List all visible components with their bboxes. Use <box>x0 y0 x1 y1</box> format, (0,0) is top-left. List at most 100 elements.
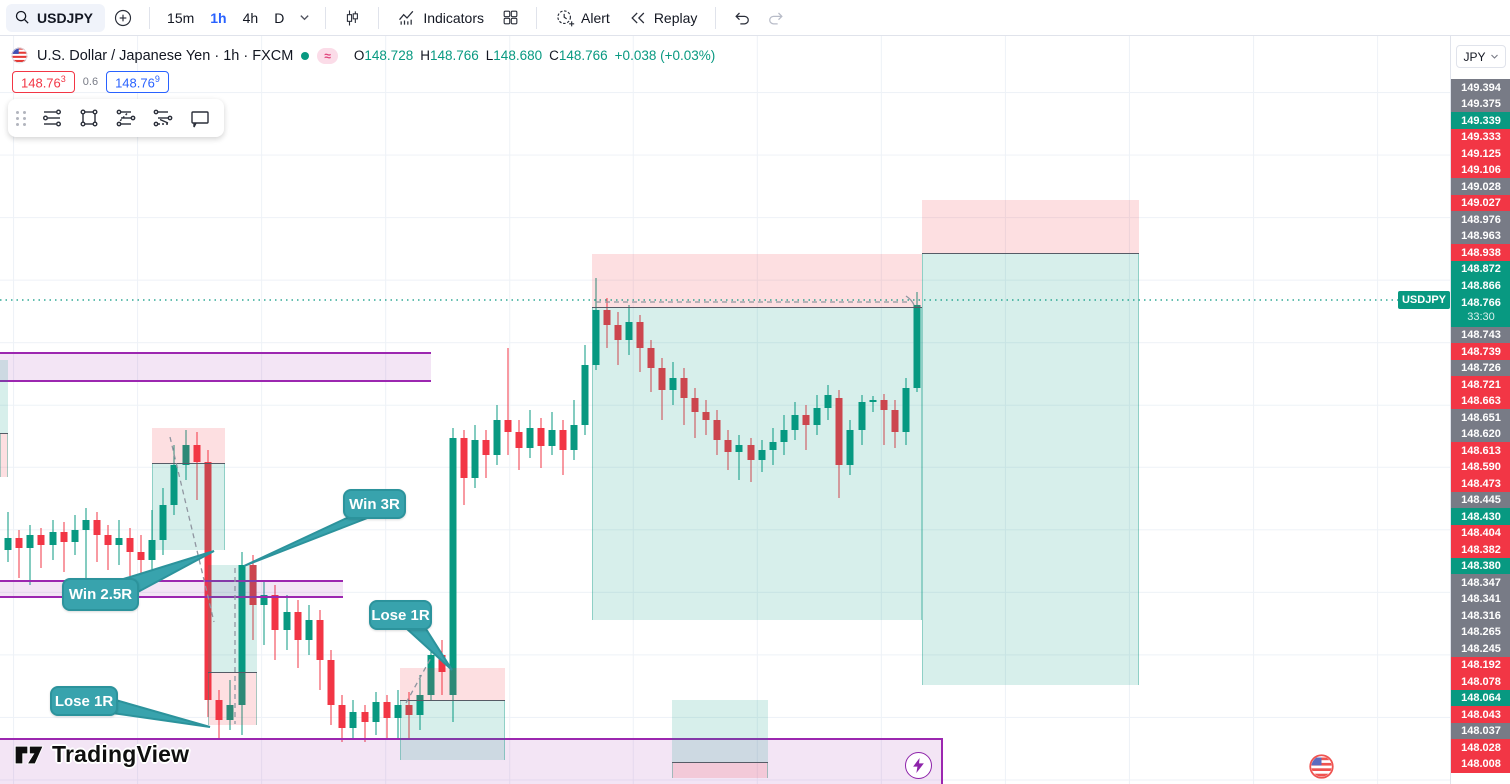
price-level-label[interactable]: 149.394 <box>1451 79 1510 96</box>
us-flag-icon <box>11 47 28 64</box>
price-level-label[interactable]: 148.341 <box>1451 590 1510 608</box>
trade-result-callout[interactable]: Lose 1R <box>50 686 118 716</box>
price-level-label[interactable]: 148.382 <box>1451 541 1510 558</box>
symbol-search-label: USDJPY <box>37 9 94 26</box>
price-level-label[interactable]: 148.008 <box>1451 755 1510 773</box>
long-position-tool-button[interactable] <box>107 102 144 134</box>
interval-15m[interactable]: 15m <box>167 9 195 26</box>
rectangle-tool-button[interactable] <box>70 102 107 134</box>
chart-style-button[interactable] <box>336 4 368 32</box>
price-level-label[interactable]: 148.265 <box>1451 623 1510 641</box>
compare-add-button[interactable] <box>107 4 139 32</box>
horizontal-lines-tool-icon <box>42 109 61 127</box>
long-position-tool-icon <box>116 109 135 127</box>
symbol-title[interactable]: U.S. Dollar / Japanese Yen · 1h · FXCM <box>37 47 294 64</box>
delayed-data-badge[interactable]: ≈ <box>317 47 338 64</box>
price-level-label[interactable]: 148.613 <box>1451 442 1510 459</box>
price-level-label[interactable]: 148.347 <box>1451 574 1510 591</box>
price-level-label[interactable]: 149.027 <box>1451 194 1510 212</box>
price-level-label[interactable]: 148.380 <box>1451 557 1510 575</box>
toolbar-separator <box>715 6 717 29</box>
horizontal-lines-tool-button[interactable] <box>33 102 70 134</box>
price-level-label[interactable]: 148.938 <box>1451 244 1510 261</box>
chevron-down-icon <box>1490 54 1498 59</box>
current-price-label[interactable]: 148.766 33:30 <box>1451 293 1510 327</box>
undo-button[interactable] <box>726 4 758 32</box>
price-level-label[interactable]: 148.721 <box>1451 376 1510 393</box>
price-level-label[interactable]: 148.651 <box>1451 409 1510 426</box>
floating-drawing-toolbar <box>8 99 224 137</box>
search-icon <box>15 10 29 24</box>
lightning-icon <box>913 758 924 773</box>
price-level-label[interactable]: 149.339 <box>1451 112 1510 129</box>
interval-4h[interactable]: 4h <box>242 9 259 26</box>
toolbar-separator <box>536 6 538 29</box>
chart-plot-area[interactable] <box>0 36 1450 784</box>
instant-order-button[interactable] <box>905 752 932 779</box>
replay-label: Replay <box>653 9 698 26</box>
price-scale[interactable]: JPY 149.394 149.375 149.339 149.333 149.125 1… <box>1450 36 1510 784</box>
layout-templates-button[interactable] <box>494 4 526 32</box>
us-flag-bottom-icon[interactable] <box>1308 753 1335 784</box>
price-level-label[interactable]: 148.739 <box>1451 343 1510 360</box>
toolbar-separator <box>149 6 151 29</box>
price-level-label[interactable]: 148.404 <box>1451 524 1510 542</box>
price-level-label[interactable]: 148.445 <box>1451 491 1510 509</box>
symbol-search-button[interactable]: USDJPY <box>6 3 106 32</box>
price-level-label[interactable]: 148.473 <box>1451 475 1510 492</box>
price-level-label[interactable]: 149.333 <box>1451 128 1510 146</box>
sell-price-button[interactable]: 148.763 <box>12 71 75 94</box>
price-level-label[interactable]: 148.743 <box>1451 326 1510 344</box>
price-level-label[interactable]: 148.963 <box>1451 227 1510 245</box>
alert-button[interactable]: Alert <box>547 4 618 32</box>
bid-ask-row: 148.763 0.6 148.769 <box>12 71 169 94</box>
price-level-label[interactable]: 149.106 <box>1451 161 1510 179</box>
market-status-dot <box>301 51 310 60</box>
short-position-tool-button[interactable] <box>144 102 181 134</box>
rectangle-tool-icon <box>79 109 98 127</box>
price-level-label[interactable]: 148.590 <box>1451 458 1510 476</box>
price-level-label[interactable]: 148.976 <box>1451 211 1510 228</box>
price-level-label[interactable]: 148.872 <box>1451 260 1510 278</box>
trade-result-callout[interactable]: Win 2.5R <box>62 578 139 611</box>
callout-tool-button[interactable] <box>181 102 218 134</box>
currency-dropdown[interactable]: JPY <box>1456 45 1506 68</box>
price-level-label[interactable]: 148.078 <box>1451 673 1510 690</box>
ohlc-values: O148.728 H148.766 L148.680 C148.766 +0.0… <box>353 48 716 63</box>
top-toolbar: USDJPY 15m 1h 4h D <box>0 0 1510 36</box>
price-level-label[interactable]: 149.028 <box>1451 178 1510 195</box>
price-level-label[interactable]: 148.430 <box>1451 508 1510 525</box>
replay-icon <box>631 12 645 23</box>
candlestick-icon <box>347 10 359 25</box>
trade-result-callout[interactable]: Lose 1R <box>369 600 432 630</box>
drag-handle[interactable] <box>10 110 33 126</box>
trade-result-callout[interactable]: Win 3R <box>343 489 406 519</box>
price-level-label[interactable]: 148.245 <box>1451 640 1510 657</box>
price-level-label[interactable]: 148.866 <box>1451 277 1510 294</box>
price-level-label[interactable]: 148.064 <box>1451 689 1510 707</box>
symbol-header: U.S. Dollar / Japanese Yen · 1h · FXCM ≈… <box>10 46 715 65</box>
callout-tool-icon <box>190 111 209 128</box>
grid-layout-icon <box>503 10 517 25</box>
interval-dropdown-button[interactable] <box>293 4 315 32</box>
price-level-label[interactable]: 148.028 <box>1451 739 1510 756</box>
price-level-label[interactable]: 149.375 <box>1451 95 1510 113</box>
price-level-label[interactable]: 149.125 <box>1451 145 1510 162</box>
replay-button[interactable]: Replay <box>620 4 706 32</box>
price-level-label[interactable]: 148.037 <box>1451 722 1510 740</box>
indicators-label: Indicators <box>423 9 485 26</box>
price-level-label[interactable]: 148.726 <box>1451 359 1510 377</box>
interval-1h[interactable]: 1h <box>210 9 227 26</box>
tradingview-watermark[interactable]: TradingView <box>14 741 189 768</box>
buy-price-button[interactable]: 148.769 <box>106 71 169 94</box>
redo-button[interactable] <box>760 4 792 32</box>
indicators-button[interactable]: Indicators <box>389 4 492 32</box>
price-level-label[interactable]: 148.620 <box>1451 425 1510 443</box>
price-level-label[interactable]: 148.663 <box>1451 392 1510 410</box>
toolbar-separator <box>325 6 327 29</box>
interval-d[interactable]: D <box>274 9 285 26</box>
short-position-tool-icon <box>153 109 172 127</box>
price-level-label[interactable]: 148.043 <box>1451 706 1510 723</box>
price-level-label[interactable]: 148.192 <box>1451 656 1510 674</box>
price-level-label[interactable]: 148.316 <box>1451 607 1510 624</box>
